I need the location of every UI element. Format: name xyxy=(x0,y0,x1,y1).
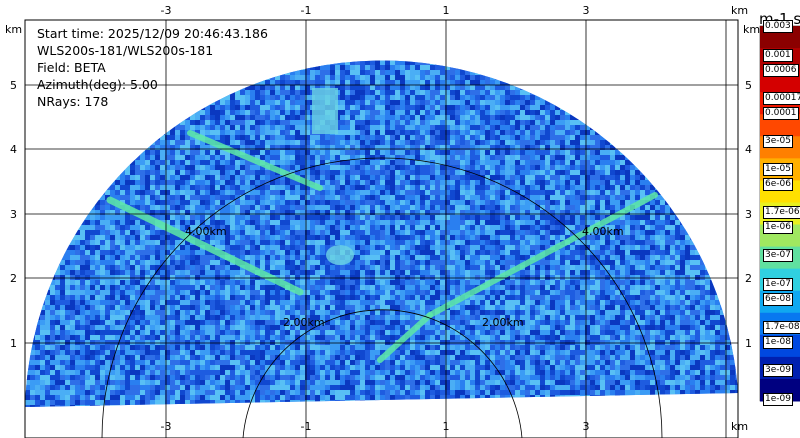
colorbar-label: 1e-06 xyxy=(763,221,793,234)
plot-frame xyxy=(24,19,739,438)
colorbar-label: 6e-06 xyxy=(763,178,793,191)
colorbar-label: 1.7e-08 xyxy=(763,321,800,334)
x-unit-bottom: km xyxy=(731,420,748,433)
x-tick-label-top: 1 xyxy=(443,4,450,17)
y-tick-label-left: 1 xyxy=(10,337,17,350)
instrument-name: WLS200s-181/WLS200s-181 xyxy=(37,43,214,58)
ray-count: NRays: 178 xyxy=(37,94,109,109)
y-tick-label-left: 2 xyxy=(10,272,17,285)
y-unit-right: km xyxy=(743,23,760,36)
colorbar-label: 3e-09 xyxy=(763,364,793,377)
y-tick-label-right: 2 xyxy=(745,272,752,285)
right-streak xyxy=(427,192,658,318)
colorbar-label: 6e-08 xyxy=(763,293,793,306)
start-time: Start time: 2025/12/09 20:46:43.186 xyxy=(37,26,268,41)
grid-lines xyxy=(25,20,738,438)
x-tick-label-top: -1 xyxy=(301,4,312,17)
colorbar-label: 3e-07 xyxy=(763,249,793,262)
y-unit-left: km xyxy=(5,23,22,36)
colorbar-label: 3e-05 xyxy=(763,135,793,148)
x-tick-label-bottom: -3 xyxy=(161,420,172,433)
center-blob xyxy=(326,245,354,265)
left-streak xyxy=(106,196,304,296)
y-tick-label-right: 3 xyxy=(745,208,752,221)
colorbar-label: 1e-05 xyxy=(763,163,793,176)
y-tick-label-right: 5 xyxy=(745,79,752,92)
colorbar-label: 1e-07 xyxy=(763,278,793,291)
azimuth: Azimuth(deg): 5.00 xyxy=(37,77,158,92)
x-tick-label-bottom: 3 xyxy=(583,420,590,433)
x-axis-top: -3 -1 1 3 xyxy=(161,4,590,17)
colorbar-label: 0.003 xyxy=(763,20,793,33)
y-tick-label-right: 1 xyxy=(745,337,752,350)
field-name: Field: BETA xyxy=(37,60,106,75)
upper-left-streak xyxy=(187,130,323,191)
scan-info: Start time: 2025/12/09 20:46:43.186 WLS2… xyxy=(37,25,268,110)
colorbar-label: 1.7e-06 xyxy=(763,206,800,219)
colorbar-label: 1e-08 xyxy=(763,336,793,349)
x-unit-top: km xyxy=(731,4,748,17)
outer-ring-label-left: 4.00km xyxy=(185,225,227,238)
colorbar-label: 0.00017 xyxy=(763,92,800,105)
inner-ring-label-left: 2.00km xyxy=(283,316,325,329)
beta-features xyxy=(106,88,658,363)
y-tick-label-left: 5 xyxy=(10,79,17,92)
y-tick-label-right: 4 xyxy=(745,143,752,156)
x-tick-label-bottom: 1 xyxy=(443,420,450,433)
x-tick-label-bottom: -1 xyxy=(301,420,312,433)
y-tick-label-left: 4 xyxy=(10,143,17,156)
colorbar-label: 0.0006 xyxy=(763,64,799,77)
y-tick-label-left: 3 xyxy=(10,208,17,221)
colorbar-label: 1e-09 xyxy=(763,393,793,406)
range-rings xyxy=(101,157,663,438)
center-streak xyxy=(377,312,433,363)
radar-origin xyxy=(375,400,389,414)
x-tick-label-top: -3 xyxy=(161,4,172,17)
x-tick-label-top: 3 xyxy=(583,4,590,17)
colorbar-label: 0.001 xyxy=(763,49,793,62)
x-axis-bottom: -3 -1 1 3 xyxy=(161,420,590,433)
y-axis-left: 1 2 3 4 5 xyxy=(10,79,17,350)
inner-ring-label-right: 2.00km xyxy=(482,316,524,329)
colorbar-label: 0.0001 xyxy=(763,107,799,120)
outer-ring-label-right: 4.00km xyxy=(582,225,624,238)
upper-block xyxy=(312,88,338,134)
y-axis-right: 1 2 3 4 5 xyxy=(745,79,752,350)
